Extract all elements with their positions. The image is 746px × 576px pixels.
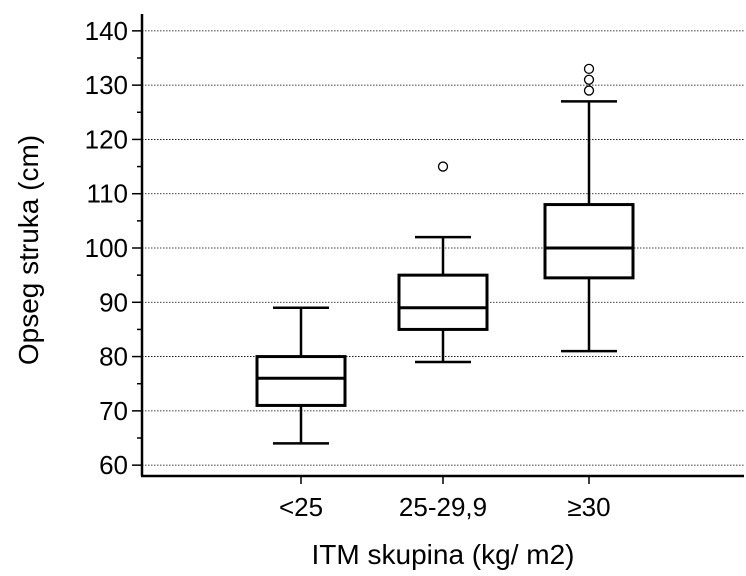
boxes (255, 63, 635, 445)
y-tick-label-140: 140 (85, 16, 128, 46)
axes: 60 70 80 90 100 110 120 130 140 <25 25-29,9 ≥30 (85, 14, 744, 522)
y-tick-label-80: 80 (99, 342, 128, 372)
y-tick-label-120: 120 (85, 124, 128, 154)
box-iqr (543, 203, 635, 280)
y-tick-label-60: 60 (99, 450, 128, 480)
x-tick-label-0: <25 (279, 492, 323, 522)
y-tick-label-130: 130 (85, 70, 128, 100)
outlier-point (437, 161, 449, 172)
box-group-2 (543, 63, 635, 353)
x-tick-label-2: ≥30 (567, 492, 610, 522)
outlier-point (583, 74, 595, 85)
outlier-point (583, 63, 595, 75)
y-tick-label-100: 100 (85, 233, 128, 263)
y-tick-label-70: 70 (99, 396, 128, 426)
box-iqr (397, 273, 489, 331)
x-axis-title: ITM skupina (kg/ m2) (312, 539, 575, 570)
box-group-0 (255, 306, 347, 445)
box-group-1 (397, 161, 489, 364)
box-iqr (255, 355, 347, 407)
outlier-point (583, 85, 595, 96)
y-tick-label-110: 110 (87, 179, 128, 209)
x-tick-label-1: 25-29,9 (399, 492, 487, 522)
y-axis-title: Opseg struka (cm) (13, 135, 44, 365)
y-tick-label-90: 90 (99, 287, 128, 317)
